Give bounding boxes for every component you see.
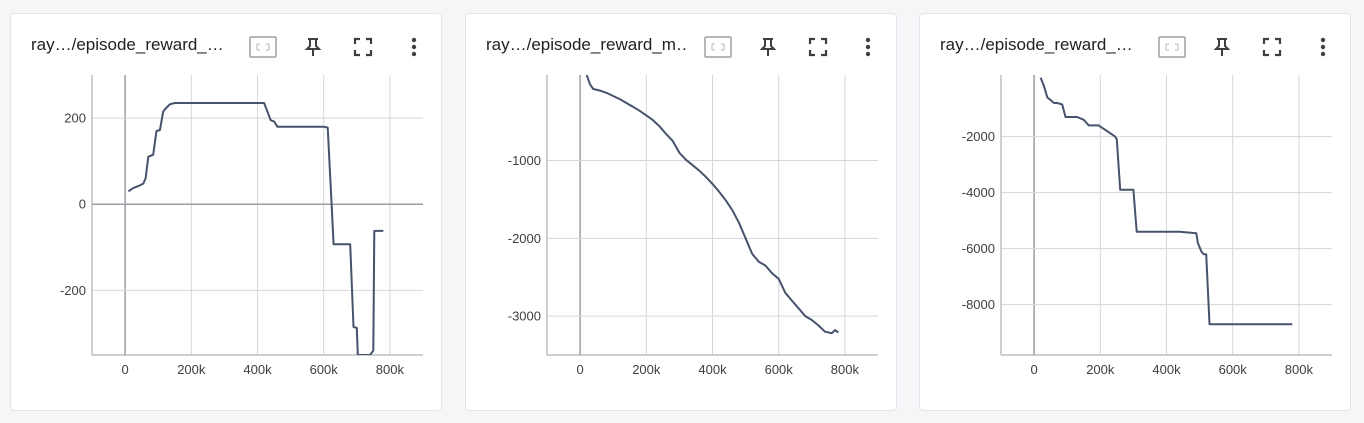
more-options-button[interactable] [1308, 32, 1338, 62]
card-title: ray…/episode_reward_m… [486, 35, 686, 54]
line-chart-2: 0 200k 400k 600k 800k -1000 -2000 -3000 [508, 75, 878, 377]
y-tick-label: -2000 [508, 231, 541, 246]
pin-icon [759, 38, 777, 56]
pin-icon [1213, 38, 1231, 56]
x-tick-label: 200k [1086, 362, 1115, 377]
chart-card-2: ray…/episode_reward_m… 0 200k 400k 600k 800k… [465, 13, 897, 411]
x-tick-label: 0 [576, 362, 583, 377]
fit-domain-button[interactable] [1157, 32, 1187, 62]
x-tick-label: 600k [765, 362, 794, 377]
more-vert-icon [1320, 37, 1326, 57]
line-chart-1: 0 200k 400k 600k 800k 200 0 -200 [60, 75, 423, 377]
x-tick-label: 800k [376, 362, 405, 377]
fullscreen-icon [808, 37, 828, 57]
x-tick-label: 400k [243, 362, 272, 377]
x-tick-label: 600k [310, 362, 339, 377]
fit-domain-button[interactable] [248, 32, 278, 62]
fit-domain-icon [1158, 36, 1186, 58]
card-header: ray…/episode_reward_… [920, 14, 1350, 78]
y-tick-label: 200 [64, 111, 86, 126]
fullscreen-button[interactable] [803, 32, 833, 62]
more-options-button[interactable] [853, 32, 883, 62]
fullscreen-button[interactable] [348, 32, 378, 62]
more-options-button[interactable] [399, 32, 429, 62]
card-title: ray…/episode_reward_… [31, 35, 224, 54]
y-tick-label: 0 [79, 197, 86, 212]
series-line [1039, 77, 1293, 326]
x-tick-label: 400k [1152, 362, 1181, 377]
fullscreen-button[interactable] [1257, 32, 1287, 62]
x-tick-label: 200k [632, 362, 661, 377]
series-line [585, 75, 839, 335]
y-tick-label: -6000 [962, 241, 995, 256]
x-tick-label: 0 [121, 362, 128, 377]
pin-button[interactable] [1207, 32, 1237, 62]
pin-button[interactable] [298, 32, 328, 62]
x-tick-label: 800k [831, 362, 860, 377]
more-vert-icon [865, 37, 871, 57]
x-tick-label: 200k [177, 362, 206, 377]
card-title: ray…/episode_reward_… [940, 35, 1133, 54]
more-vert-icon [411, 37, 417, 57]
chart-card-3: ray…/episode_reward_… 0 200k 400k 600k 800k -… [919, 13, 1351, 411]
x-tick-label: 0 [1030, 362, 1037, 377]
pin-button[interactable] [753, 32, 783, 62]
fullscreen-icon [353, 37, 373, 57]
x-tick-label: 600k [1219, 362, 1248, 377]
x-tick-label: 800k [1285, 362, 1314, 377]
pin-icon [304, 38, 322, 56]
y-tick-label: -4000 [962, 185, 995, 200]
y-tick-label: -3000 [508, 309, 541, 324]
fit-domain-icon [249, 36, 277, 58]
chart-card-1: ray…/episode_reward_… 0 200k 400k 600k 800k 2… [10, 13, 442, 411]
y-tick-label: -8000 [962, 297, 995, 312]
fullscreen-icon [1262, 37, 1282, 57]
fit-domain-button[interactable] [703, 32, 733, 62]
card-header: ray…/episode_reward_m… [466, 14, 896, 78]
y-tick-label: -200 [60, 283, 86, 298]
card-header: ray…/episode_reward_… [11, 14, 441, 78]
series-line [127, 102, 384, 355]
y-tick-label: -2000 [962, 129, 995, 144]
line-chart-3: 0 200k 400k 600k 800k -2000 -4000 -6000 -8000 [962, 75, 1332, 377]
fit-domain-icon [704, 36, 732, 58]
x-tick-label: 400k [698, 362, 727, 377]
y-tick-label: -1000 [508, 153, 541, 168]
